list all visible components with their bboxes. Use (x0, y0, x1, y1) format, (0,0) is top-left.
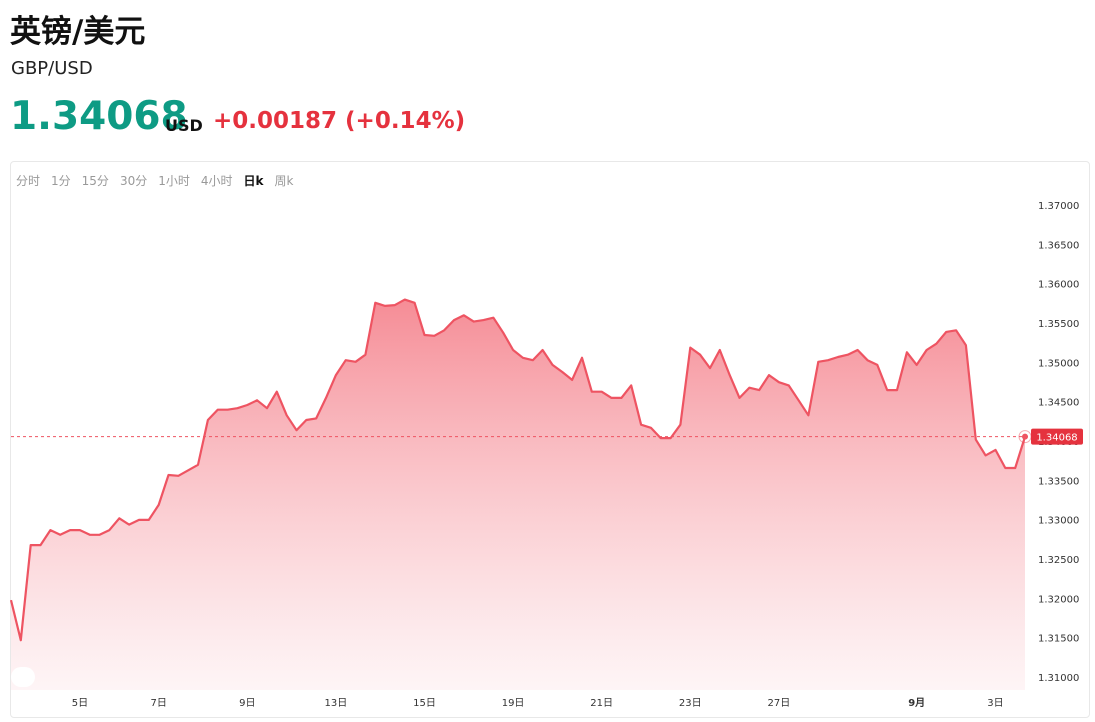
x-tick-label: 23日 (679, 698, 702, 709)
tab[interactable]: 30分 (119, 174, 148, 188)
last-price-dot (1022, 433, 1028, 440)
y-tick-label: 1.34500 (1038, 398, 1079, 409)
x-tick-label: 19日 (502, 698, 525, 709)
x-tick-label: 9日 (239, 698, 255, 709)
x-tick-label: 3日 (987, 698, 1003, 709)
y-tick-label: 1.33000 (1038, 516, 1079, 527)
x-tick-label: 5日 (72, 698, 88, 709)
y-tick-label: 1.32500 (1038, 555, 1079, 566)
price: 1.34068 (10, 94, 188, 139)
timeframe-tabs: 分时 1分 15分 30分 1小时 4小时 日k 周k (16, 172, 293, 189)
toggle (11, 667, 35, 687)
tab[interactable]: 4小时 (200, 174, 233, 188)
x-tick-label: 27日 (768, 698, 791, 709)
tab[interactable]: 1小时 (158, 174, 190, 188)
currency: USD (165, 116, 203, 135)
x-tick-label: 13日 (325, 698, 348, 709)
last-price-label: 1.34068 (1036, 433, 1077, 444)
x-tick-label: 7日 (150, 698, 166, 709)
y-tick-label: 1.37000 (1038, 201, 1079, 212)
area-fill (11, 299, 1025, 690)
y-tick-label: 1.36500 (1038, 240, 1079, 251)
title: 英镑/美元 (10, 14, 146, 50)
symbol: GBP/USD (11, 58, 93, 79)
tab[interactable]: 分时 (16, 174, 41, 188)
y-tick-label: 1.35000 (1038, 358, 1079, 369)
tab[interactable]: 1分 (51, 174, 71, 188)
y-tick-label: 1.32000 (1038, 594, 1079, 605)
price-line (9, 298, 1027, 642)
tab[interactable]: 周k (274, 174, 294, 188)
y-tick-label: 1.33500 (1038, 476, 1079, 487)
x-tick-label: 15日 (413, 698, 436, 709)
y-tick-label: 1.31000 (1038, 673, 1079, 684)
y-tick-label: 1.35500 (1038, 319, 1079, 330)
y-tick-label: 1.36000 (1038, 280, 1079, 291)
tab[interactable]: 15分 (81, 174, 109, 188)
y-tick-label: 1.31500 (1038, 634, 1079, 645)
chart-frame (10, 161, 1090, 718)
tab[interactable]: 日k (243, 174, 264, 188)
x-tick-label: 21日 (590, 698, 613, 709)
x-tick-label: 9月 (908, 697, 925, 709)
change: +0.00187 (+0.14%) (213, 108, 466, 134)
last-price-badge (1031, 428, 1083, 445)
